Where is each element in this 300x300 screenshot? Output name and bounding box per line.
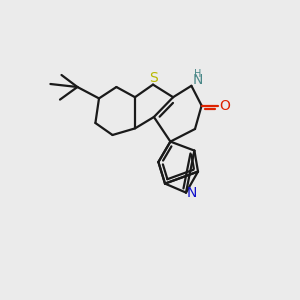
Text: O: O <box>219 99 230 112</box>
Text: N: N <box>193 74 203 87</box>
Text: N: N <box>186 186 197 200</box>
Text: S: S <box>148 71 158 85</box>
Text: H: H <box>194 69 201 80</box>
